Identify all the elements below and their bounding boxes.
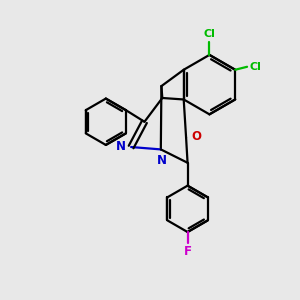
Text: F: F <box>184 245 192 258</box>
Text: Cl: Cl <box>250 62 261 72</box>
Text: O: O <box>191 130 201 143</box>
Text: N: N <box>156 154 167 166</box>
Text: Cl: Cl <box>203 29 215 39</box>
Text: N: N <box>116 140 126 153</box>
